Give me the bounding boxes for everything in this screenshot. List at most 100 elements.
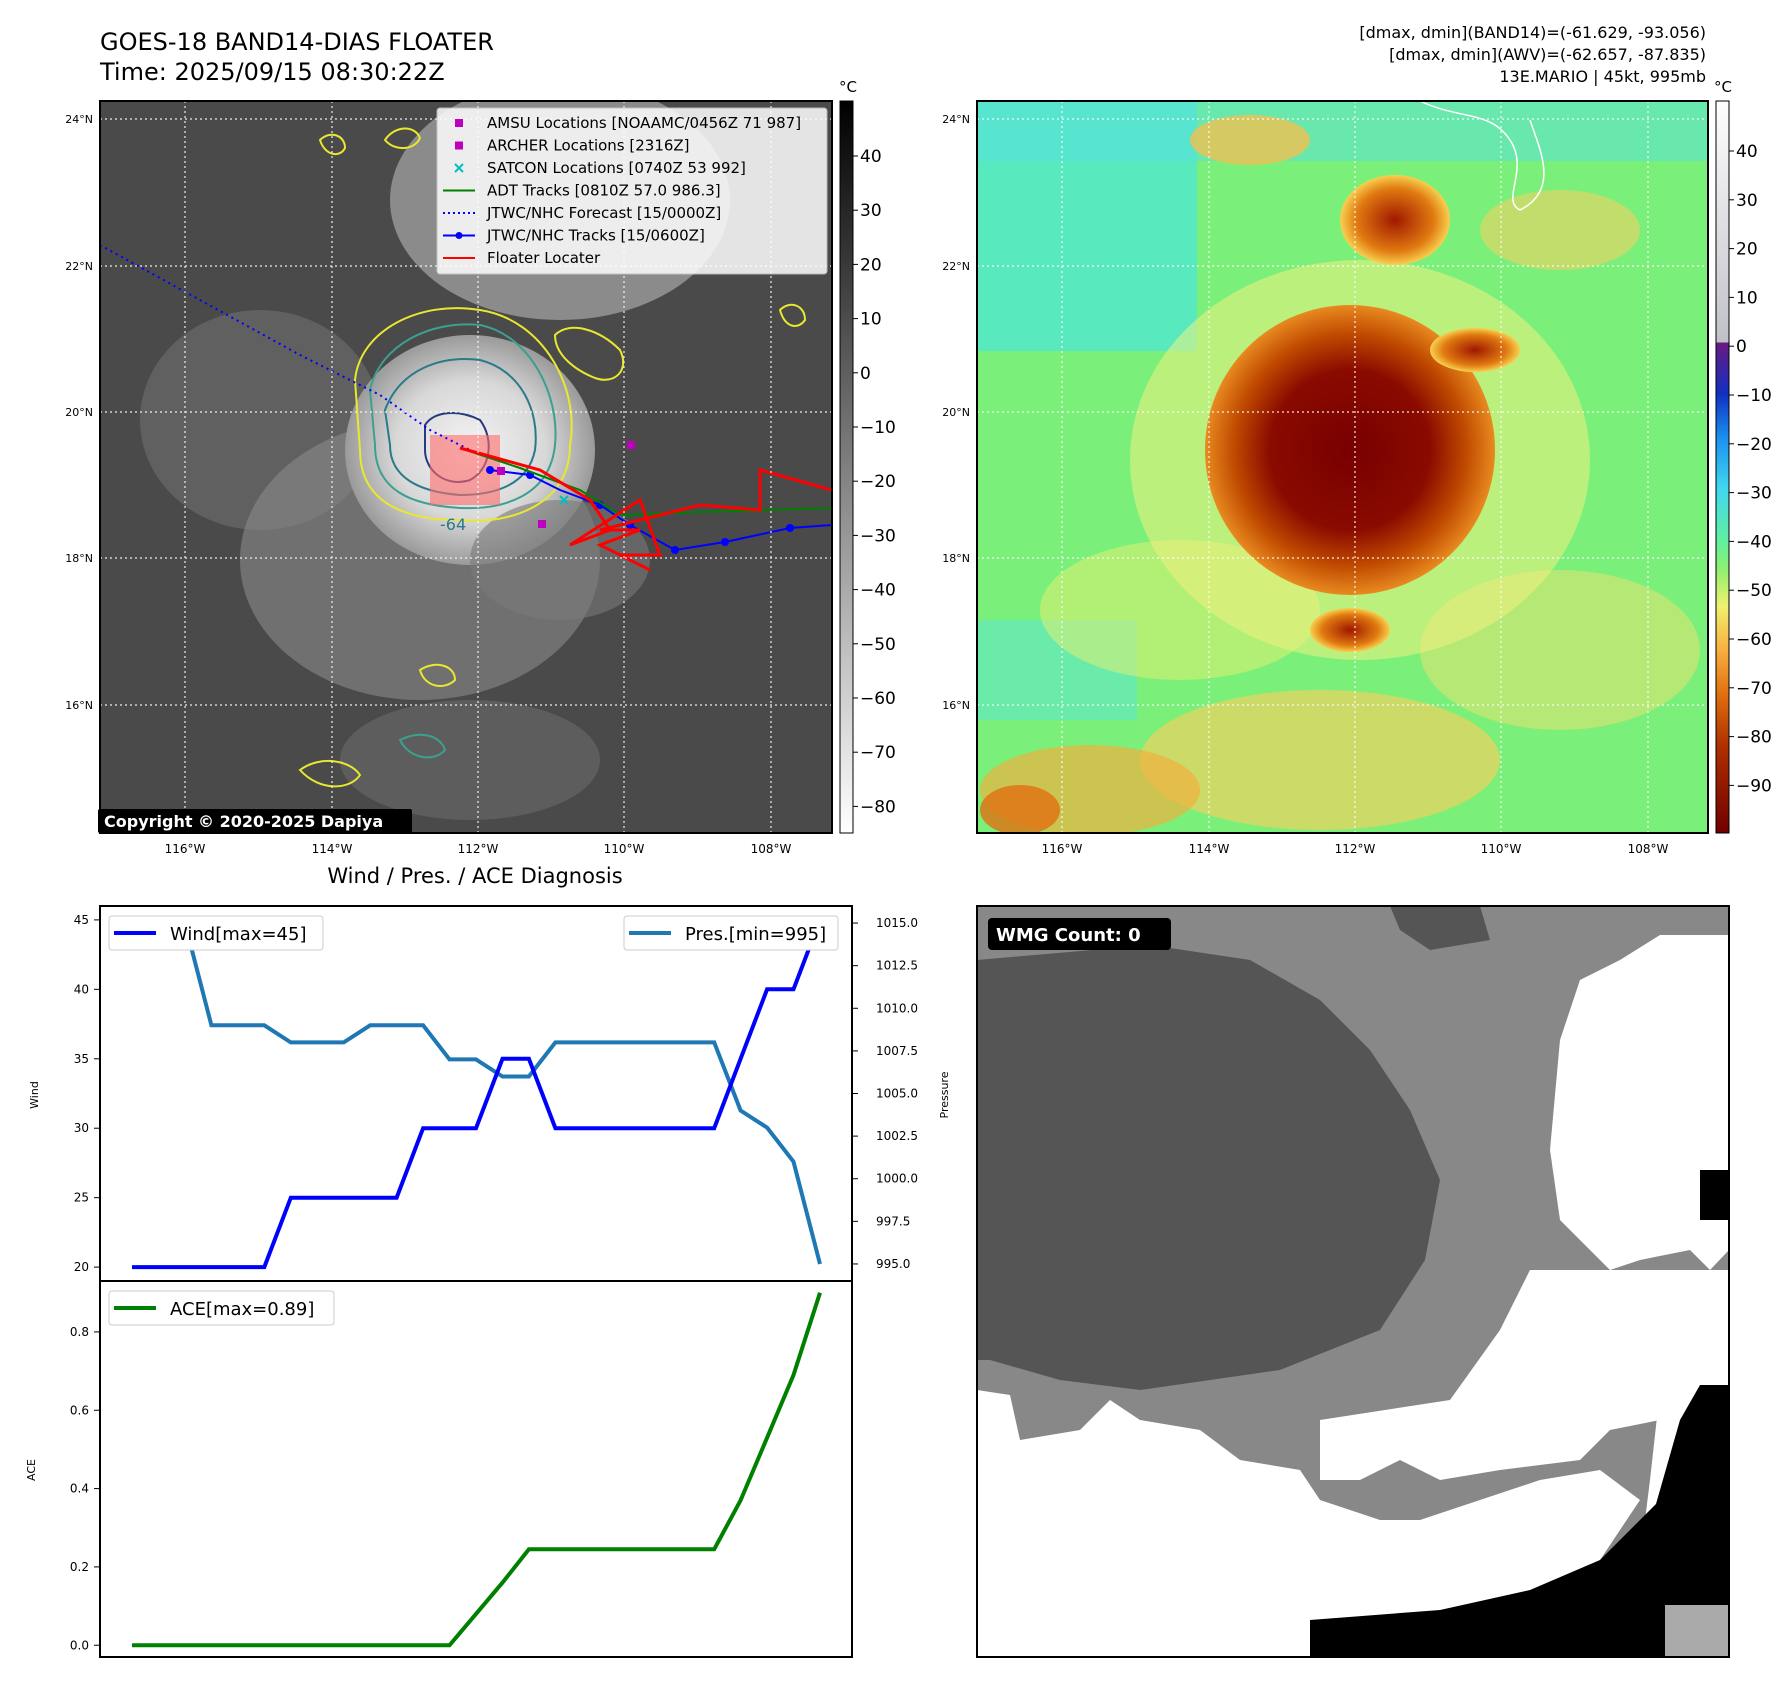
right-colorbar-tick-label: −50 [1736,581,1772,601]
wind-tick-label: 25 [74,1191,89,1205]
right-map-lat-label: 22°N [942,260,970,273]
map-legend-entry: JTWC/NHC Forecast [15/0000Z] [443,204,721,222]
ace-series-line [132,1292,822,1648]
pressure-tick-label: 1010.0 [876,1001,918,1015]
wind-pres-panel [99,905,853,1282]
pressure-tick-label: 1005.0 [876,1087,918,1101]
left-colorbar-tick-label: 20 [860,255,882,275]
ace-panel [99,1280,853,1658]
map-legend-label: ARCHER Locations [2316Z] [487,137,690,155]
left-map-lat-label: 20°N [65,406,93,419]
figure-time: Time: 2025/09/15 08:30:22Z [99,58,445,86]
left-colorbar-tick-label: −30 [860,526,896,546]
left-colorbar-tick-label: 0 [860,364,871,384]
left-colorbar-tick-label: 30 [860,201,882,221]
map-legend-entry: AMSU Locations [NOAAMC/0456Z 71 987] [455,114,801,132]
diagnosis-title: Wind / Pres. / ACE Diagnosis [327,864,622,888]
right-map-lat-label: 20°N [942,406,970,419]
right-colorbar-tick-label: −20 [1736,435,1772,455]
right-map-lat-label: 16°N [942,699,970,712]
left-colorbar-tick-label: −10 [860,418,896,438]
info-line-storm: 13E.MARIO | 45kt, 995mb [1499,67,1706,86]
right-colorbar-tick-label: 30 [1736,191,1758,211]
left-colorbar-tick-label: −70 [860,743,896,763]
right-map-lon-label: 112°W [1335,842,1376,856]
map-legend-label: ADT Tracks [0810Z 57.0 986.3] [487,182,721,200]
right-map-lon-label: 114°W [1189,842,1230,856]
left-map-lon-label: 114°W [312,842,353,856]
ace-legend-label: ACE[max=0.89] [170,1299,314,1320]
copyright-text: Copyright © 2020-2025 Dapiya [104,812,383,831]
right-map-lat-label: 18°N [942,552,970,565]
left-colorbar-unit: °C [839,78,857,96]
map-axis-ticks: 24°N 24°N 22°N 22°N 20°N 20°N 18°N 18°N 16°N 16°N… [65,113,1668,856]
right-map-frame [976,100,1709,834]
diagnosis-series [132,919,822,1648]
pressure-legend-label: Pres.[min=995] [685,924,826,945]
left-map-lon-label: 112°W [458,842,499,856]
right-map-lon-label: 110°W [1481,842,1522,856]
diagnosis-axis-ticks: 45 40 35 30 25 20 1015.0 1012.5 1010.0 1007.5 1005… [70,913,918,1652]
right-colorbar-tick-label: −80 [1736,728,1772,748]
map-legend-label: AMSU Locations [NOAAMC/0456Z 71 987] [487,114,801,132]
wind-tick-label: 35 [74,1052,89,1066]
map-legend-label: Floater Locater [487,249,601,267]
right-colorbar-tick-label: 40 [1736,142,1758,162]
right-colorbar-tick-label: −30 [1736,484,1772,504]
pressure-tick-label: 1002.5 [876,1129,918,1143]
pressure-series-line [132,921,822,1265]
ace-axis-label: ACE [25,1459,38,1481]
right-colorbar-tick-label: 10 [1736,288,1758,308]
right-colorbar-ticks: 40 30 20 10 0 −10 −20 −30 −40 −50 −60 −70 −80 −90 [1729,142,1772,796]
wind-axis-label: Wind [28,1081,41,1109]
left-colorbar-tick-label: −60 [860,689,896,709]
right-map [977,101,1708,833]
ace-legend: ACE[max=0.89] [108,1290,335,1326]
right-colorbar-unit: °C [1714,78,1732,96]
ace-tick-label: 0.6 [70,1403,89,1417]
map-legend: AMSU Locations [NOAAMC/0456Z 71 987] ARCH… [436,107,828,275]
wind-tick-label: 45 [74,913,89,927]
wind-series-line [132,919,822,1270]
right-colorbar-tick-label: 20 [1736,240,1758,260]
pressure-legend: Pres.[min=995] [623,915,839,951]
map-legend-label: JTWC/NHC Forecast [15/0000Z] [486,204,721,222]
left-colorbar-tick-label: −20 [860,472,896,492]
pressure-tick-label: 1015.0 [876,916,918,930]
left-colorbar-tick-label: −50 [860,635,896,655]
right-colorbar-tick-label: −40 [1736,532,1772,552]
pressure-tick-label: 1000.0 [876,1172,918,1186]
wind-tick-label: 30 [74,1121,89,1135]
left-colorbar-ticks: 40 30 20 10 0 −10 −20 −30 −40 −50 −60 −70 −80 [853,147,896,817]
wmg-frame [976,905,1730,1658]
left-map-lon-label: 108°W [751,842,792,856]
wmg-label: WMG Count: 0 [996,925,1141,946]
map-legend-entry: ADT Tracks [0810Z 57.0 986.3] [443,182,721,200]
left-map-lat-label: 24°N [65,113,93,126]
left-map-lat-label: 16°N [65,699,93,712]
contour-label: -64 [440,515,466,534]
left-colorbar-tick-label: 40 [860,147,882,167]
map-legend-label: JTWC/NHC Tracks [15/0600Z] [486,227,705,245]
map-legend-entry: JTWC/NHC Tracks [15/0600Z] [443,227,705,245]
pressure-tick-label: 997.5 [876,1214,910,1228]
left-colorbar [839,100,854,834]
wind-tick-label: 20 [74,1260,89,1274]
pressure-tick-label: 1012.5 [876,959,918,973]
right-colorbar-tick-label: −60 [1736,630,1772,650]
map-legend-entry: ARCHER Locations [2316Z] [455,137,690,155]
right-colorbar-tick-label: −10 [1736,386,1772,406]
pressure-tick-label: 995.0 [876,1257,910,1271]
left-map-lon-label: 116°W [165,842,206,856]
pressure-tick-label: 1007.5 [876,1044,918,1058]
wmg-panel [977,906,1729,1657]
right-colorbar-tick-label: −90 [1736,776,1772,796]
ace-tick-label: 0.2 [70,1560,89,1574]
info-line-awv: [dmax, dmin](AWV)=(-62.657, -87.835) [1389,45,1706,64]
copyright-box [98,809,412,833]
wmg-label-box [988,918,1171,950]
right-colorbar-tick-label: −70 [1736,679,1772,699]
figure-title: GOES-18 BAND14-DIAS FLOATER [100,28,494,56]
map-legend-label: SATCON Locations [0740Z 53 992] [487,159,746,177]
